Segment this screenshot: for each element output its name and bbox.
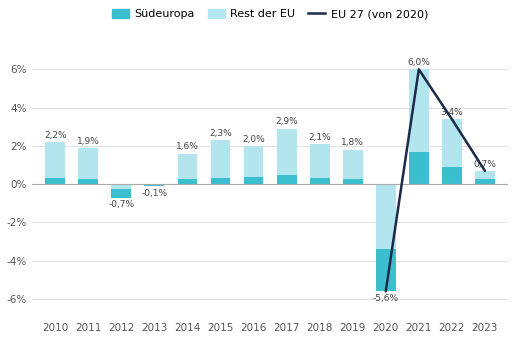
Bar [343, 150, 363, 180]
Bar [111, 189, 131, 198]
Text: 0,7%: 0,7% [473, 159, 496, 169]
Bar [211, 140, 230, 177]
Bar [244, 176, 264, 184]
Bar [144, 184, 164, 185]
Text: -0,1%: -0,1% [141, 189, 167, 198]
Legend: Südeuropa, Rest der EU, EU 27 (von 2020): Südeuropa, Rest der EU, EU 27 (von 2020) [108, 4, 433, 24]
Bar [111, 184, 131, 189]
Text: -0,7%: -0,7% [108, 201, 134, 209]
Bar [45, 178, 65, 184]
Bar [376, 184, 396, 249]
Text: -5,6%: -5,6% [373, 294, 399, 303]
Bar [442, 167, 462, 184]
Text: 2,2%: 2,2% [44, 131, 66, 140]
Text: 1,8%: 1,8% [341, 138, 364, 148]
Text: 1,6%: 1,6% [176, 142, 199, 151]
Bar [310, 177, 330, 184]
Bar [277, 129, 297, 175]
Bar [178, 154, 197, 180]
Text: 2,9%: 2,9% [275, 117, 298, 126]
Text: 6,0%: 6,0% [407, 58, 430, 67]
Bar [310, 144, 330, 177]
Bar [343, 180, 363, 184]
Bar [409, 69, 428, 152]
Bar [211, 177, 230, 184]
Text: 3,4%: 3,4% [440, 108, 463, 117]
Bar [45, 142, 65, 179]
Bar [244, 146, 264, 176]
Bar [144, 185, 164, 186]
Bar [475, 180, 495, 184]
Bar [376, 249, 396, 291]
Bar [78, 180, 98, 184]
Text: 2,3%: 2,3% [209, 129, 232, 138]
Bar [442, 119, 462, 167]
Text: 2,1%: 2,1% [308, 133, 331, 142]
Bar [277, 175, 297, 184]
Text: 1,9%: 1,9% [77, 137, 100, 146]
Bar [475, 171, 495, 180]
Bar [409, 152, 428, 184]
Bar [78, 148, 98, 180]
Bar [178, 180, 197, 184]
Text: 2,0%: 2,0% [242, 135, 265, 143]
